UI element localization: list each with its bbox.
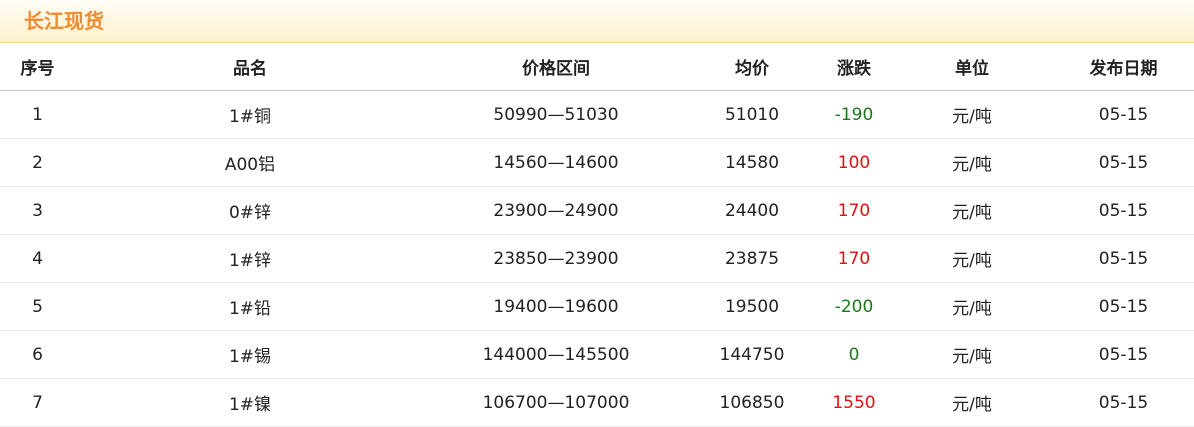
header-date: 发布日期 [1053, 43, 1194, 91]
cell-no: 4 [0, 234, 75, 283]
header-name: 品名 [75, 43, 425, 91]
cell-unit: 元/吨 [891, 330, 1053, 379]
cell-change: -190 [817, 90, 891, 139]
price-table: 序号 品名 价格区间 均价 涨跌 单位 发布日期 1 1#铜 50990—51030… [0, 43, 1194, 427]
cell-range: 23900—24900 [425, 186, 687, 235]
table-row: 3 0#锌 23900—24900 24400 170 元/吨 05-15 [0, 186, 1194, 235]
table-row: 6 1#锡 144000—145500 144750 0 元/吨 05-15 [0, 330, 1194, 379]
cell-name: 0#锌 [75, 186, 425, 235]
cell-unit: 元/吨 [891, 282, 1053, 331]
table-row: 4 1#锌 23850—23900 23875 170 元/吨 05-15 [0, 234, 1194, 283]
cell-range: 23850—23900 [425, 234, 687, 283]
cell-change: -200 [817, 282, 891, 331]
cell-name: 1#镍 [75, 378, 425, 427]
cell-unit: 元/吨 [891, 234, 1053, 283]
cell-date: 05-15 [1053, 282, 1194, 331]
panel-header: 长江现货 [0, 0, 1194, 43]
cell-no: 7 [0, 378, 75, 427]
cell-no: 3 [0, 186, 75, 235]
cell-date: 05-15 [1053, 138, 1194, 187]
cell-change: 170 [817, 186, 891, 235]
cell-name: 1#铅 [75, 282, 425, 331]
cell-avg: 51010 [687, 90, 817, 139]
cell-no: 6 [0, 330, 75, 379]
header-change: 涨跌 [817, 43, 891, 91]
cell-range: 106700—107000 [425, 378, 687, 427]
table-header-row: 序号 品名 价格区间 均价 涨跌 单位 发布日期 [0, 43, 1194, 91]
cell-name: 1#铜 [75, 90, 425, 139]
cell-avg: 19500 [687, 282, 817, 331]
cell-unit: 元/吨 [891, 90, 1053, 139]
cell-no: 1 [0, 90, 75, 139]
cell-avg: 24400 [687, 186, 817, 235]
table-row: 1 1#铜 50990—51030 51010 -190 元/吨 05-15 [0, 90, 1194, 139]
header-avg: 均价 [687, 43, 817, 91]
cell-date: 05-15 [1053, 186, 1194, 235]
header-no: 序号 [0, 43, 75, 91]
cell-avg: 23875 [687, 234, 817, 283]
cell-range: 19400—19600 [425, 282, 687, 331]
cell-unit: 元/吨 [891, 138, 1053, 187]
table-row: 2 A00铝 14560—14600 14580 100 元/吨 05-15 [0, 138, 1194, 187]
cell-avg: 144750 [687, 330, 817, 379]
cell-unit: 元/吨 [891, 186, 1053, 235]
cell-avg: 14580 [687, 138, 817, 187]
header-unit: 单位 [891, 43, 1053, 91]
cell-date: 05-15 [1053, 378, 1194, 427]
cell-no: 5 [0, 282, 75, 331]
cell-change: 1550 [817, 378, 891, 427]
cell-change: 0 [817, 330, 891, 379]
cell-change: 100 [817, 138, 891, 187]
panel-title: 长江现货 [24, 9, 104, 33]
cell-name: A00铝 [75, 138, 425, 187]
cell-date: 05-15 [1053, 90, 1194, 139]
cell-range: 14560—14600 [425, 138, 687, 187]
cell-unit: 元/吨 [891, 378, 1053, 427]
table-row: 7 1#镍 106700—107000 106850 1550 元/吨 05-15 [0, 378, 1194, 427]
cell-avg: 106850 [687, 378, 817, 427]
cell-no: 2 [0, 138, 75, 187]
cell-change: 170 [817, 234, 891, 283]
cell-date: 05-15 [1053, 234, 1194, 283]
cell-date: 05-15 [1053, 330, 1194, 379]
cell-name: 1#锌 [75, 234, 425, 283]
cell-range: 144000—145500 [425, 330, 687, 379]
cell-range: 50990—51030 [425, 90, 687, 139]
cell-name: 1#锡 [75, 330, 425, 379]
header-range: 价格区间 [425, 43, 687, 91]
table-row: 5 1#铅 19400—19600 19500 -200 元/吨 05-15 [0, 282, 1194, 331]
